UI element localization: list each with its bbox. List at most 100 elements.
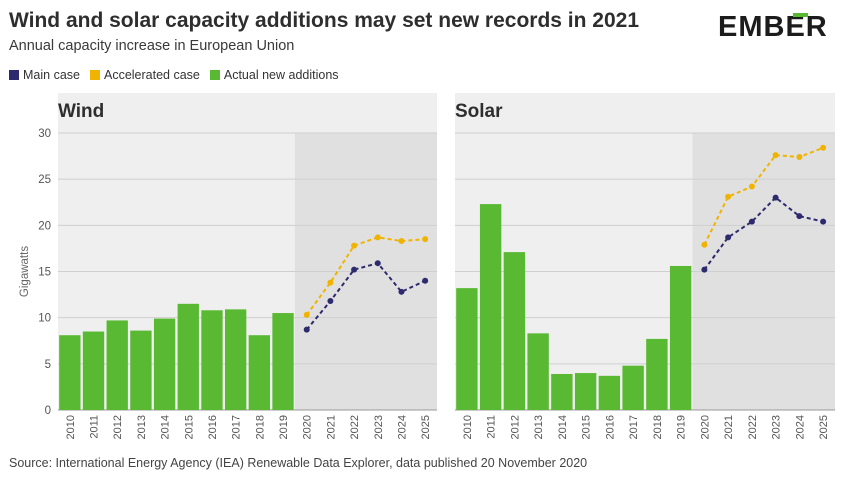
wind-xtick-label: 2018 — [254, 415, 266, 439]
wind-xtick-label: 2023 — [373, 415, 385, 439]
wind-xtick-label: 2014 — [160, 415, 172, 439]
legend-label-accelerated: Accelerated case — [103, 68, 200, 82]
solar-bar-2011 — [479, 204, 502, 410]
solar-bar-2017 — [622, 365, 644, 410]
solar-xtick-label: 2011 — [486, 415, 498, 439]
wind-ytick-label: 25 — [38, 174, 51, 186]
wind-ytick-label: 15 — [38, 267, 51, 279]
solar-accelerated-point-2024 — [796, 154, 803, 161]
wind-ytick-label: 10 — [38, 313, 51, 325]
wind-bar-2015 — [177, 303, 199, 410]
solar-bar-2012 — [503, 252, 526, 410]
solar-xtick-label: 2019 — [676, 415, 688, 439]
wind-main-point-2021 — [327, 298, 334, 305]
wind-bar-2018 — [248, 335, 271, 410]
solar-xtick-label: 2023 — [771, 415, 783, 439]
wind-ytick-label: 20 — [38, 220, 51, 232]
solar-bar-2013 — [527, 333, 549, 410]
wind-accelerated-point-2025 — [422, 236, 429, 243]
legend-label-actual: Actual new additions — [223, 68, 339, 82]
wind-xtick-label: 2010 — [65, 415, 77, 439]
legend-swatch-accelerated — [89, 70, 100, 80]
wind-bar-2012 — [106, 320, 128, 410]
solar-accelerated-point-2025 — [820, 144, 827, 151]
solar-xtick-label: 2024 — [794, 415, 806, 439]
solar-main-point-2025 — [820, 218, 827, 225]
solar-chart: Solar 2010 2011 2012 2013 2014 2015 2016 2017 201… — [455, 93, 835, 439]
solar-xtick-label: 2012 — [509, 415, 521, 439]
wind-bar-2013 — [130, 330, 152, 410]
legend-item-actual: Actual new additions — [209, 68, 339, 82]
wind-main-point-2025 — [422, 277, 429, 284]
solar-accelerated-line — [703, 146, 824, 246]
solar-xtick-label: 2017 — [628, 415, 640, 439]
wind-accelerated-point-2023 — [374, 234, 381, 241]
wind-xtick-label: 2013 — [136, 415, 148, 439]
wind-bar-2014 — [153, 318, 176, 410]
solar-panel-title: Solar — [455, 101, 503, 122]
wind-ytick-label: 5 — [45, 359, 51, 371]
solar-bar-2014 — [551, 373, 573, 410]
wind-xtick-label: 2021 — [325, 415, 337, 439]
legend-item-accelerated-case: Accelerated case — [89, 68, 200, 82]
wind-xtick-label: 2020 — [302, 415, 314, 439]
solar-xtick-label: 2010 — [462, 415, 474, 439]
source-note: Source: International Energy Agency (IEA… — [9, 456, 588, 470]
legend-label-main: Main case — [23, 68, 80, 82]
solar-accelerated-point-2020 — [701, 241, 708, 248]
wind-main-point-2024 — [398, 288, 405, 295]
legend-swatch-actual — [209, 70, 220, 80]
legend-swatch-main — [9, 70, 19, 80]
solar-main-point-2024 — [796, 213, 803, 220]
solar-xtick-label: 2014 — [557, 415, 569, 439]
solar-bar-2018 — [646, 338, 668, 410]
wind-xtick-label: 2019 — [278, 415, 290, 439]
solar-xtick-label: 2022 — [747, 415, 759, 439]
wind-bar-2011 — [82, 331, 105, 410]
wind-bar-2016 — [201, 310, 223, 410]
solar-main-line — [703, 196, 824, 271]
solar-xtick-label: 2025 — [818, 415, 830, 439]
solar-xtick-label: 2018 — [652, 415, 664, 439]
solar-accelerated-point-2023 — [772, 152, 779, 159]
wind-ytick-label: 0 — [45, 405, 51, 417]
logo-accent-bar — [793, 13, 808, 17]
wind-xtick-label: 2025 — [420, 415, 432, 439]
wind-accelerated-point-2022 — [351, 242, 358, 249]
solar-bar-2015 — [574, 373, 597, 410]
wind-accelerated-point-2021 — [327, 279, 334, 286]
solar-bar-2019 — [669, 265, 692, 410]
solar-accelerated-point-2021 — [725, 193, 732, 200]
solar-accelerated-point-2022 — [748, 183, 755, 190]
wind-main-point-2020 — [303, 326, 310, 333]
wind-panel-title: Wind — [58, 101, 104, 122]
solar-xtick-label: 2016 — [604, 415, 616, 439]
wind-accelerated-point-2020 — [303, 311, 310, 318]
solar-xtick-label: 2013 — [533, 415, 545, 439]
chart-subtitle: Annual capacity increase in European Uni… — [9, 38, 295, 54]
ember-logo: EMBER — [718, 11, 828, 40]
solar-bar-2016 — [598, 375, 621, 410]
wind-xtick-label: 2015 — [183, 415, 195, 439]
wind-ytick-label: 30 — [38, 128, 51, 140]
solar-main-point-2020 — [701, 266, 708, 273]
wind-xtick-label: 2022 — [349, 415, 361, 439]
chart-title: Wind and solar capacity additions may se… — [9, 9, 640, 32]
wind-bar-2017 — [224, 309, 247, 410]
wind-accelerated-point-2024 — [398, 238, 405, 245]
logo-text: EMBER — [718, 11, 828, 40]
legend: Main case Accelerated case Actual new ad… — [9, 68, 339, 82]
solar-xtick-label: 2020 — [699, 415, 711, 439]
wind-bar-2019 — [272, 313, 294, 410]
wind-xtick-label: 2012 — [112, 415, 124, 439]
wind-xtick-label: 2011 — [89, 415, 101, 439]
solar-xtick-label: 2015 — [581, 415, 593, 439]
wind-xtick-label: 2024 — [396, 415, 408, 439]
solar-main-point-2021 — [725, 234, 732, 241]
legend-item-main-case: Main case — [9, 68, 80, 82]
wind-xtick-label: 2016 — [207, 415, 219, 439]
solar-main-point-2022 — [748, 218, 755, 225]
wind-xtick-label: 2017 — [231, 415, 243, 439]
wind-accelerated-line — [305, 236, 426, 316]
